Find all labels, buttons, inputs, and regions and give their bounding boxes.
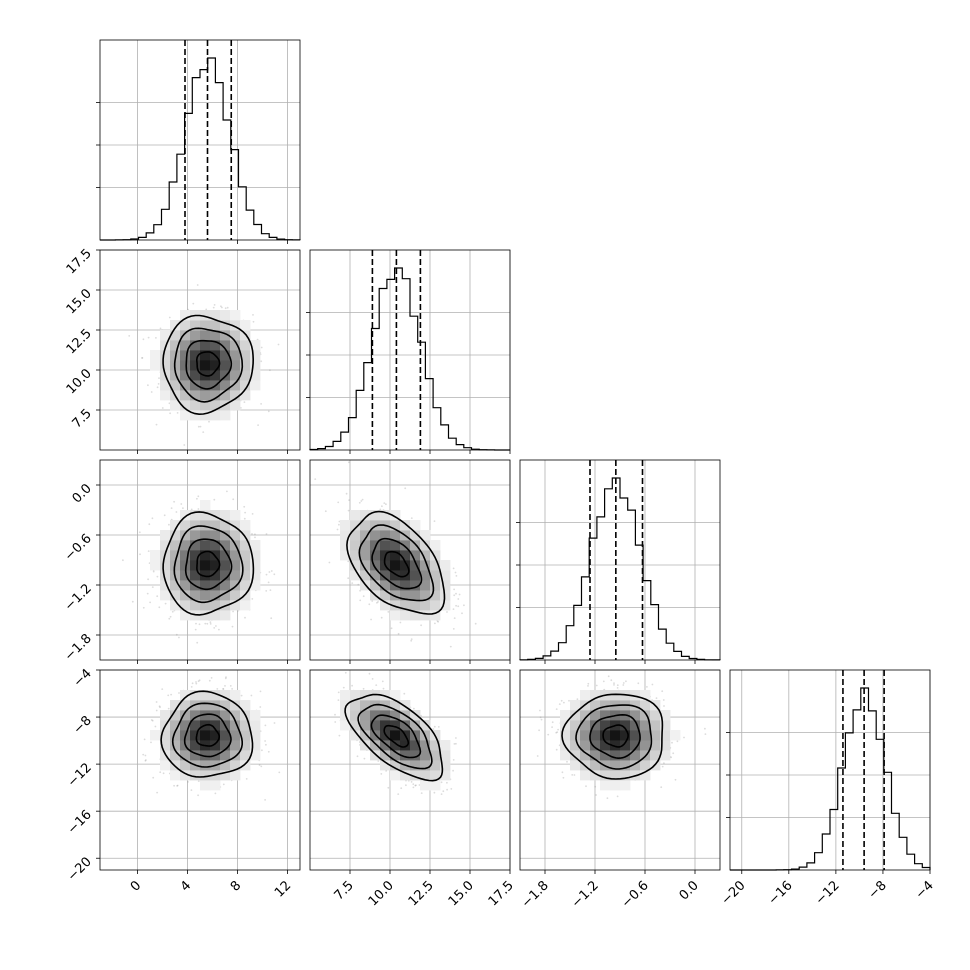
xtick-label-2-1: −1.2 <box>569 878 602 911</box>
scatter-panel-3-2: −1.8 −1.2 −0.6 0.0 <box>519 669 721 911</box>
histogram-panel-3: −20 −16 −12 −8 −4 <box>719 669 937 908</box>
density-3-0 <box>150 690 261 791</box>
histogram-3 <box>730 687 931 871</box>
contour-1-0-1 <box>185 339 233 390</box>
xtick-label-0-3: 12 <box>272 878 294 900</box>
contour-2-1-0 <box>383 550 410 578</box>
xtick-label-2-0: −1.8 <box>519 878 552 911</box>
ytick-label-3-4: −4 <box>71 666 95 690</box>
scatter-panel-2-1 <box>309 459 511 664</box>
scatter-panel-3-1: 7.5 10.0 12.5 15.0 17.5 <box>309 669 517 909</box>
panel-frame <box>99 669 301 871</box>
xtick-label-0-1: 4 <box>178 878 194 894</box>
ytick-label-3-2: −12 <box>65 760 95 790</box>
density-1-0 <box>150 310 261 421</box>
contour-3-2-3 <box>561 693 664 780</box>
contour-3-0-2 <box>171 702 243 768</box>
xtick-label-1-3: 15.0 <box>446 878 477 909</box>
scatter-panel-3-0: −20 −16 −12 −8 −4 0 4 8 12 <box>65 666 301 901</box>
contour-2-0-2 <box>173 525 244 604</box>
ytick-label-3-1: −16 <box>65 807 95 837</box>
ytick-label-3-0: −20 <box>65 854 95 884</box>
density-3-2 <box>560 690 681 791</box>
xtick-label-1-0: 7.5 <box>332 878 357 903</box>
panel-frame <box>519 669 721 871</box>
ytick-label-2-2: −0.6 <box>62 531 95 564</box>
scatter-panel-1-0: 7.5 10.0 12.5 15.0 17.5 <box>64 246 301 454</box>
panel-frame <box>309 249 511 451</box>
panel-frame <box>99 249 301 451</box>
panel-frame <box>99 39 301 241</box>
contour-3-1-2 <box>357 703 433 770</box>
panel-frame <box>309 459 511 661</box>
histogram-panel-1 <box>306 249 511 454</box>
xtick-label-2-2: −0.6 <box>619 878 652 911</box>
contour-3-0-1 <box>183 713 232 758</box>
histogram-0 <box>100 57 301 241</box>
ytick-label-2-3: 0.0 <box>70 481 95 506</box>
xtick-label-3-3: −8 <box>866 878 890 902</box>
contour-1-0-2 <box>173 327 244 403</box>
xtick-label-3-2: −12 <box>813 878 843 908</box>
contour-2-1-1 <box>371 537 423 590</box>
xtick-label-3-0: −20 <box>719 878 749 908</box>
contour-3-2-0 <box>602 724 629 748</box>
ytick-label-1-1: 10.0 <box>64 366 95 397</box>
density-3-1 <box>340 690 451 791</box>
contour-3-2-2 <box>575 704 653 770</box>
ytick-label-2-0: −1.8 <box>62 631 95 664</box>
histogram-2 <box>519 477 721 661</box>
xtick-label-2-3: 0.0 <box>677 878 702 903</box>
panel-frame <box>309 669 511 871</box>
xtick-label-1-1: 10.0 <box>366 878 397 909</box>
xtick-label-0-0: 0 <box>128 878 144 894</box>
ytick-label-3-3: −8 <box>71 713 95 737</box>
panel-frame <box>729 669 931 871</box>
xtick-label-1-2: 12.5 <box>406 878 437 909</box>
contour-2-0-0 <box>196 550 221 578</box>
contour-3-1-3 <box>344 693 444 782</box>
contour-3-1-0 <box>383 724 410 748</box>
ytick-label-1-4: 17.5 <box>64 246 95 277</box>
histogram-panel-2 <box>516 459 721 664</box>
ytick-label-1-3: 15.0 <box>64 286 95 317</box>
histogram-panel-0 <box>96 39 301 244</box>
panel-frame <box>99 459 301 661</box>
contour-3-1-1 <box>370 714 422 759</box>
panel-frame <box>519 459 721 661</box>
contour-2-0-3 <box>162 511 255 616</box>
contour-2-0-1 <box>184 538 233 591</box>
contour-1-0-3 <box>162 314 255 416</box>
contour-3-0-0 <box>195 723 220 747</box>
histogram-1 <box>309 267 510 451</box>
xtick-label-0-2: 8 <box>228 878 244 894</box>
ytick-label-2-1: −1.2 <box>62 581 95 614</box>
xtick-label-1-4: 17.5 <box>486 878 517 909</box>
ytick-label-1-0: 7.5 <box>70 406 95 431</box>
scatter-panel-2-0: −1.8 −1.2 −0.6 0.0 <box>62 459 301 664</box>
contour-3-2-1 <box>589 713 641 760</box>
ytick-label-1-2: 12.5 <box>64 326 95 357</box>
contour-2-1-2 <box>358 524 435 602</box>
xtick-label-3-4: −4 <box>913 878 937 902</box>
xtick-label-3-1: −16 <box>766 878 796 908</box>
contour-2-1-3 <box>346 510 446 615</box>
contour-3-0-3 <box>160 690 254 778</box>
contour-1-0-0 <box>196 351 221 377</box>
